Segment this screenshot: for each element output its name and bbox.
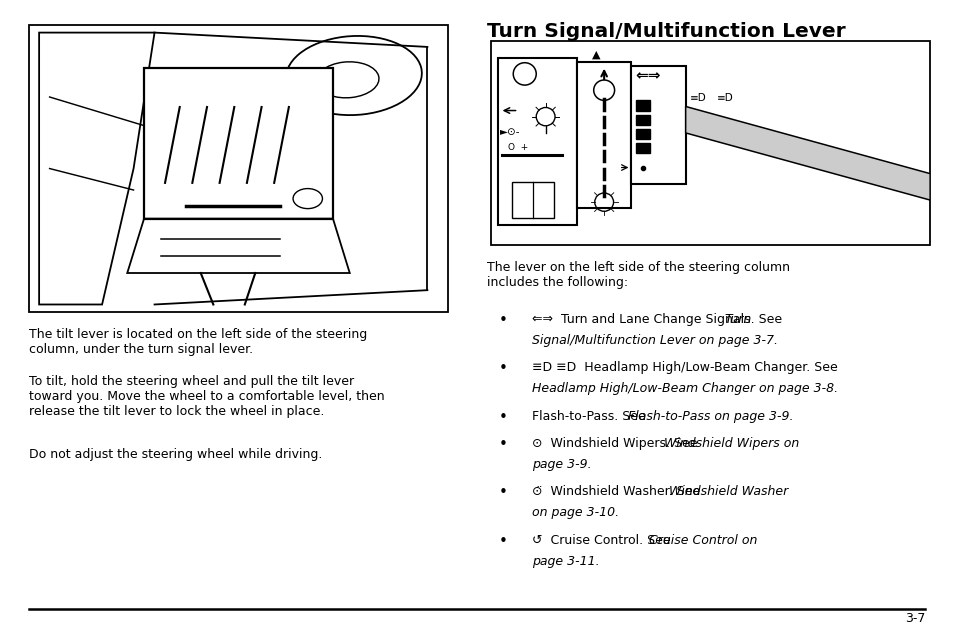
Text: ⊙  Windshield Wipers. See: ⊙ Windshield Wipers. See (532, 437, 701, 450)
Text: The lever on the left side of the steering column
includes the following:: The lever on the left side of the steeri… (486, 261, 789, 289)
Text: ≡D ≡D  Headlamp High/Low-Beam Changer. See: ≡D ≡D Headlamp High/Low-Beam Changer. Se… (532, 361, 841, 374)
Text: •: • (497, 437, 507, 452)
Text: ≡D: ≡D (717, 93, 733, 103)
Text: Cruise Control on: Cruise Control on (648, 534, 757, 546)
Text: Windshield Wipers on: Windshield Wipers on (663, 437, 799, 450)
Text: Signal/Multifunction Lever on page 3-7.: Signal/Multifunction Lever on page 3-7. (532, 334, 778, 347)
Text: on page 3-10.: on page 3-10. (532, 506, 618, 519)
Text: The tilt lever is located on the left side of the steering
column, under the tur: The tilt lever is located on the left si… (29, 328, 367, 356)
Text: Windshield Washer: Windshield Washer (668, 485, 787, 498)
Text: ⊙̈  Windshield Washer. See: ⊙̈ Windshield Washer. See (532, 485, 703, 498)
FancyBboxPatch shape (29, 25, 448, 312)
Text: ▲: ▲ (591, 50, 599, 60)
Bar (577, 62, 631, 208)
Text: page 3-11.: page 3-11. (532, 555, 599, 567)
Text: Flash-to-Pass. See: Flash-to-Pass. See (532, 410, 649, 422)
Bar (144, 68, 333, 219)
Text: ≡D: ≡D (689, 93, 706, 103)
Text: •: • (497, 485, 507, 501)
Text: To tilt, hold the steering wheel and pull the tilt lever
toward you. Move the wh: To tilt, hold the steering wheel and pul… (29, 375, 384, 418)
Text: Headlamp High/Low-Beam Changer on page 3-8.: Headlamp High/Low-Beam Changer on page 3… (532, 382, 838, 395)
Text: O  +: O + (508, 143, 528, 152)
Text: •: • (497, 534, 507, 549)
Bar (497, 58, 577, 225)
Text: Do not adjust the steering wheel while driving.: Do not adjust the steering wheel while d… (29, 448, 322, 461)
Text: 3-7: 3-7 (904, 612, 924, 625)
Text: •: • (497, 410, 507, 425)
Text: ►⊙-: ►⊙- (499, 127, 519, 137)
Text: •: • (497, 361, 507, 377)
Text: Turn: Turn (723, 313, 751, 326)
Text: ↺  Cruise Control. See: ↺ Cruise Control. See (532, 534, 675, 546)
Bar (635, 143, 649, 153)
Bar (635, 129, 649, 139)
Bar (635, 114, 649, 125)
Text: •: • (497, 313, 507, 328)
Bar (512, 182, 554, 218)
Bar (635, 100, 649, 111)
Bar (631, 66, 685, 184)
FancyBboxPatch shape (491, 41, 929, 245)
Text: page 3-9.: page 3-9. (532, 458, 591, 471)
Text: ⇐⇒: ⇐⇒ (635, 69, 660, 83)
Polygon shape (685, 106, 929, 200)
Text: Turn Signal/Multifunction Lever: Turn Signal/Multifunction Lever (486, 22, 844, 41)
Text: Flash-to-Pass on page 3-9.: Flash-to-Pass on page 3-9. (628, 410, 793, 422)
Text: ⇐⇒  Turn and Lane Change Signals. See: ⇐⇒ Turn and Lane Change Signals. See (532, 313, 785, 326)
